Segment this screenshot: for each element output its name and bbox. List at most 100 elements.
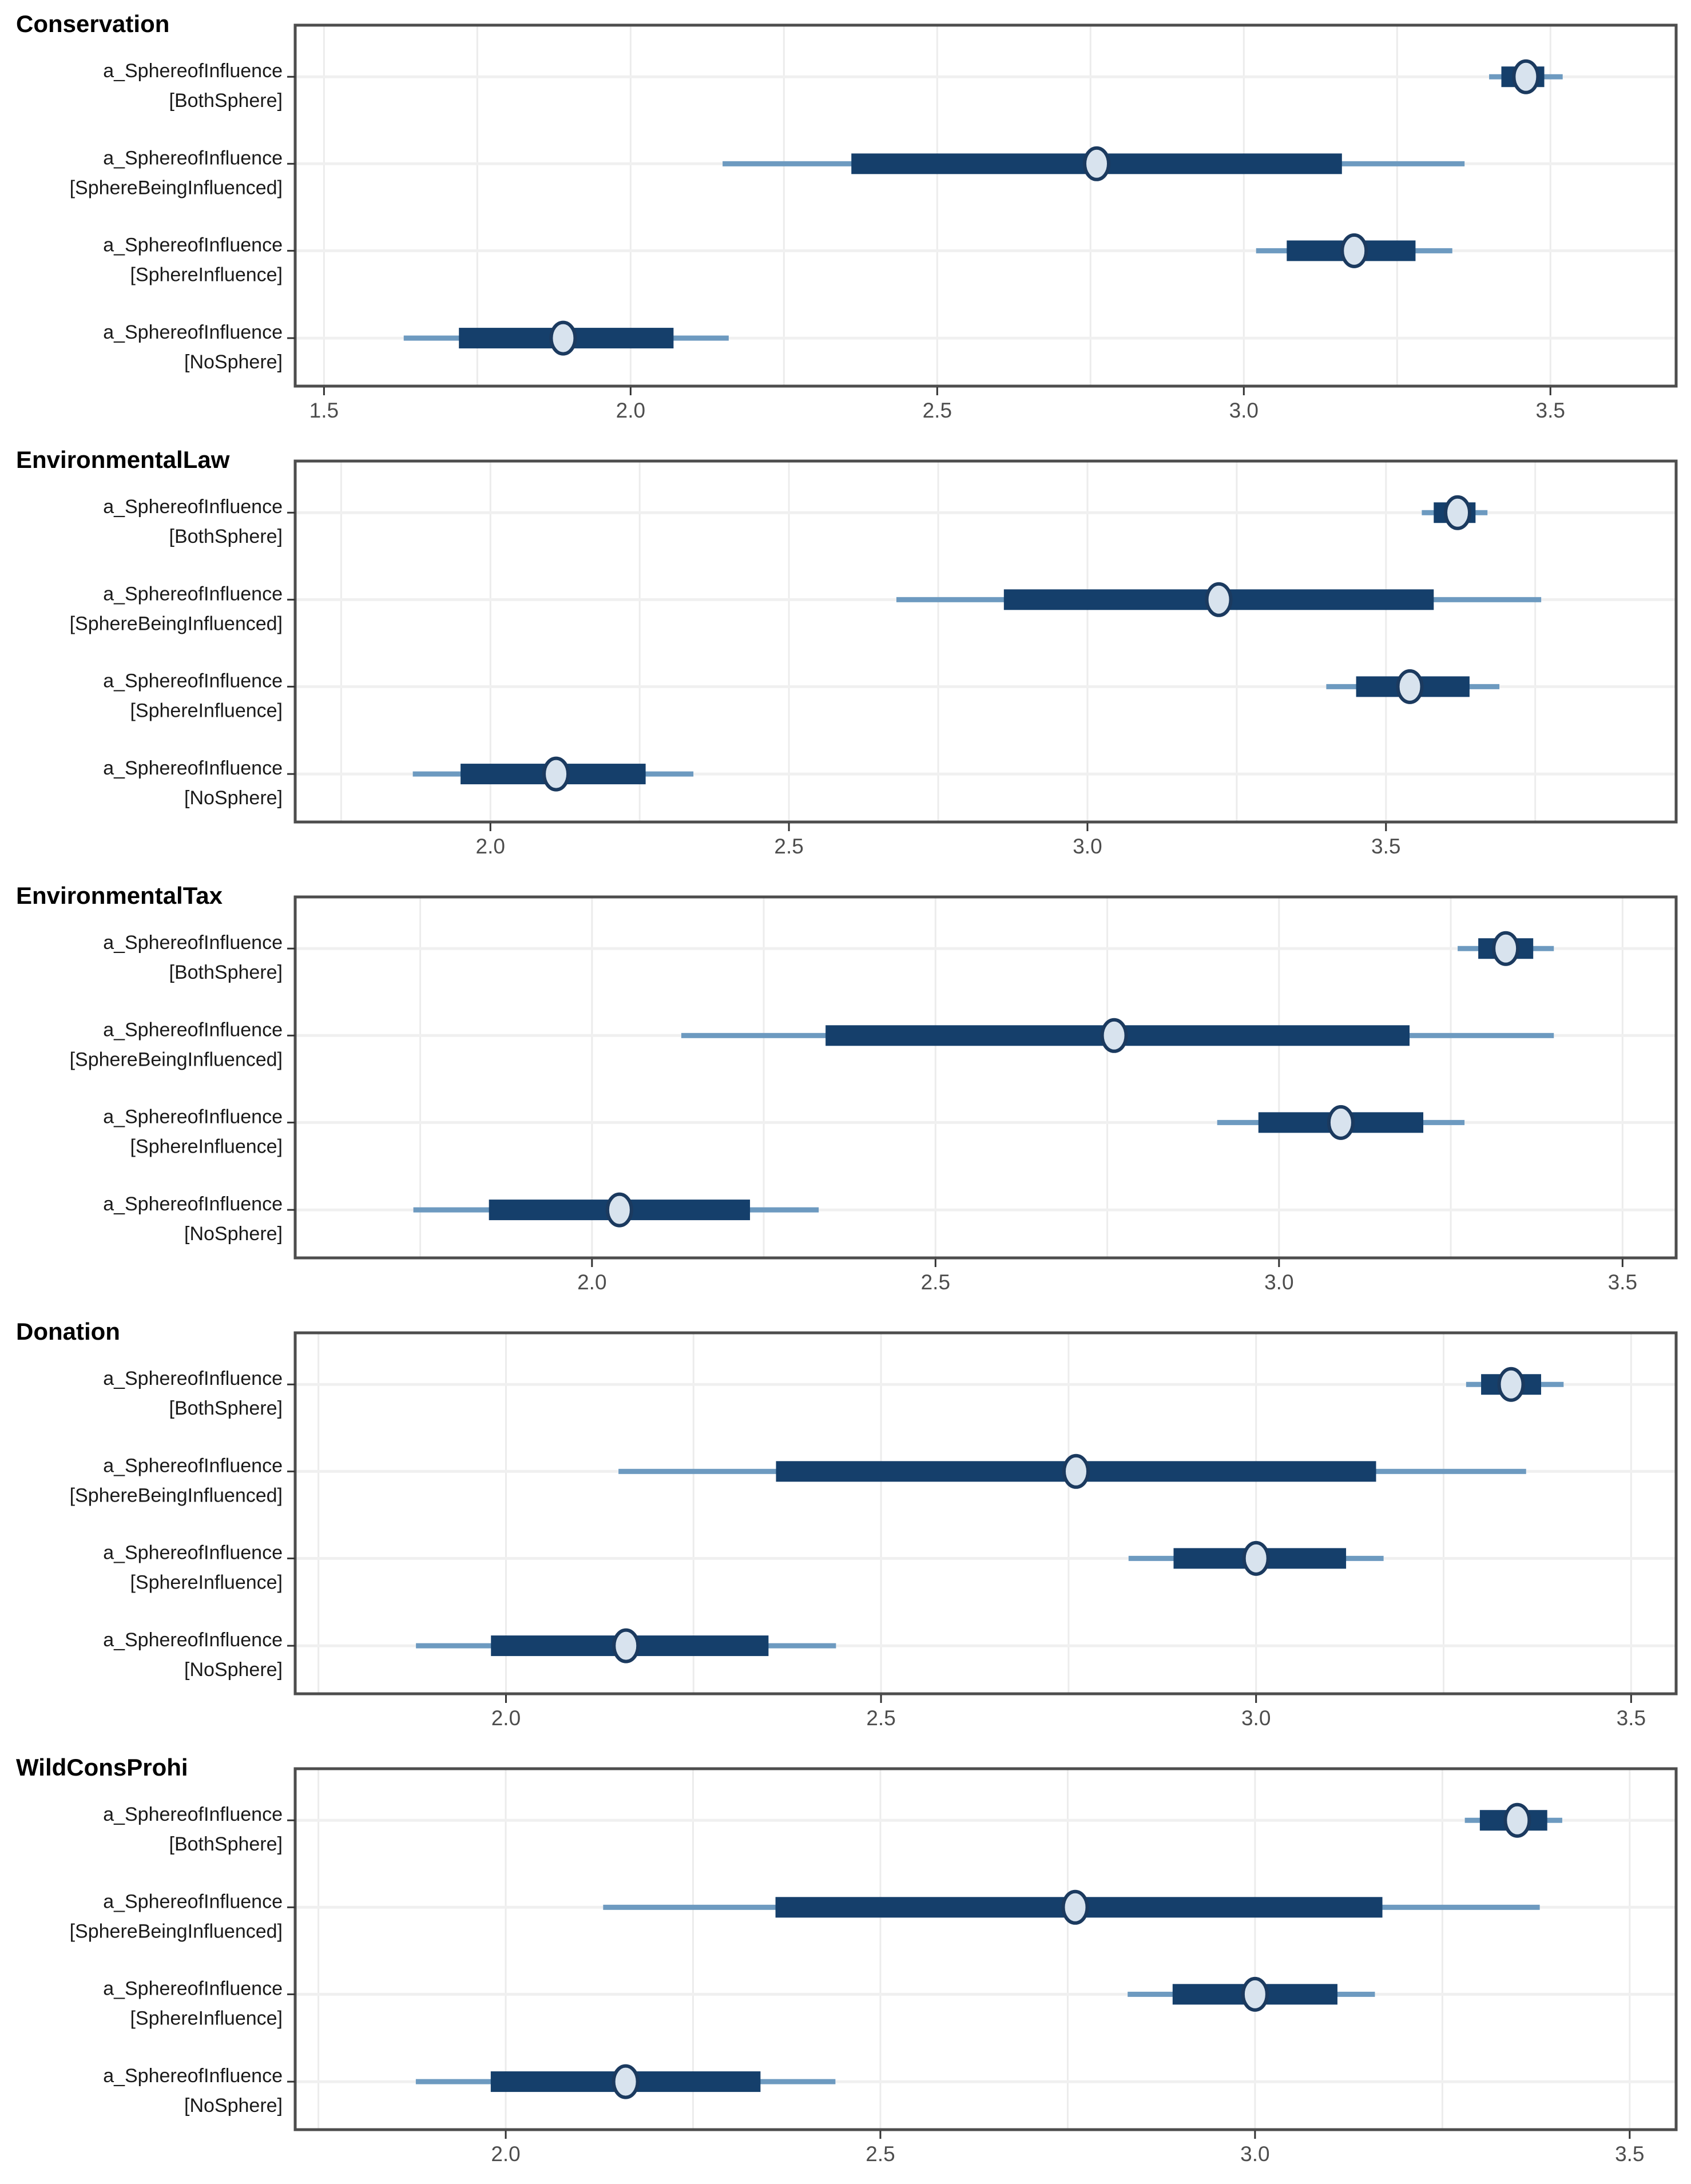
x-tick-label: 3.0: [1229, 399, 1259, 422]
y-axis-label-line2: [NoSphere]: [184, 2095, 283, 2117]
y-axis-label-line1: a_SphereofInfluence: [103, 147, 283, 169]
panel-title: EnvironmentalLaw: [16, 446, 230, 473]
panel-title: WildConsProhi: [16, 1754, 188, 1781]
x-tick-label: 2.5: [866, 2142, 895, 2166]
point-estimate: [1396, 669, 1424, 704]
point-estimate: [549, 320, 577, 356]
x-tick-label: 2.0: [616, 399, 645, 422]
point-estimate: [542, 756, 570, 792]
x-tick-label: 3.5: [1615, 2142, 1644, 2166]
point-estimate: [1242, 1540, 1270, 1576]
y-axis-label-line1: a_SphereofInfluence: [103, 1542, 283, 1563]
y-axis-label-line2: [SphereBeingInfluenced]: [70, 613, 283, 634]
point-estimate: [1327, 1105, 1355, 1140]
y-axis-label-line1: a_SphereofInfluence: [103, 496, 283, 518]
x-tick-label: 2.0: [491, 2142, 520, 2166]
panel-environmentaltax: 2.0 2.5 3.0 3.5 a_SphereofInfluence [BothSphe…: [0, 872, 1691, 1308]
point-estimate: [1083, 146, 1111, 181]
y-axis-label-line1: a_SphereofInfluence: [103, 1804, 283, 1825]
y-axis-label-line2: [SphereInfluence]: [130, 1571, 283, 1593]
y-axis-label-line1: a_SphereofInfluence: [103, 1193, 283, 1215]
x-tick-label: 2.5: [921, 1270, 950, 1294]
panel-border: [293, 1331, 1678, 1695]
panel-svg: 2.0 2.5 3.0 3.5 a_SphereofInfluence [BothSphe…: [16, 882, 1678, 1294]
x-tick-label: 3.5: [1608, 1270, 1637, 1294]
x-tick-label: 3.0: [1240, 2142, 1269, 2166]
point-estimate: [612, 1628, 640, 1663]
x-tick-label: 2.0: [491, 1706, 521, 1730]
y-axis-label-line2: [SphereInfluence]: [130, 264, 283, 285]
y-axis-label-line1: a_SphereofInfluence: [103, 670, 283, 692]
x-tick-label: 1.5: [309, 399, 339, 422]
panel-border: [293, 1767, 1678, 2131]
x-tick-label: 3.5: [1617, 1706, 1646, 1730]
y-axis-label-line1: a_SphereofInfluence: [103, 1455, 283, 1476]
y-axis-label-line2: [NoSphere]: [184, 787, 283, 809]
y-axis-label-line2: [BothSphere]: [169, 90, 283, 112]
y-axis-label-line2: [SphereBeingInfluenced]: [70, 177, 283, 198]
point-estimate: [1503, 1802, 1531, 1838]
panel-svg: 1.5 2.0 2.5 3.0 3.5 a_SphereofInfluence [BothS…: [16, 10, 1678, 422]
y-axis-label-line1: a_SphereofInfluence: [103, 932, 283, 954]
panel-conservation: 1.5 2.0 2.5 3.0 3.5 a_SphereofInfluence [BothS…: [0, 0, 1691, 436]
plot-background: [295, 897, 1676, 1258]
x-tick-label: 2.5: [774, 835, 803, 858]
panel-border: [293, 23, 1678, 388]
point-estimate: [1062, 1454, 1090, 1489]
y-axis-label-line1: a_SphereofInfluence: [103, 1019, 283, 1041]
x-tick-label: 3.0: [1264, 1270, 1293, 1294]
x-tick-label: 2.5: [923, 399, 952, 422]
panel-title: Donation: [16, 1318, 120, 1345]
panel-svg: 2.0 2.5 3.0 3.5 a_SphereofInfluence [BothSphe…: [16, 446, 1678, 858]
y-axis-label-line2: [BothSphere]: [169, 1397, 283, 1419]
y-axis-label-line2: [BothSphere]: [169, 526, 283, 547]
y-axis-label-line1: a_SphereofInfluence: [103, 321, 283, 343]
point-estimate: [1512, 59, 1540, 94]
panel-wildconsprohi: 2.0 2.5 3.0 3.5 a_SphereofInfluence [BothSphe…: [0, 1744, 1691, 2183]
plot-background: [295, 1333, 1676, 1694]
y-axis-label-line2: [SphereInfluence]: [130, 1135, 283, 1157]
panel-title: EnvironmentalTax: [16, 882, 223, 909]
point-estimate: [1492, 931, 1520, 966]
y-axis-label-line1: a_SphereofInfluence: [103, 234, 283, 256]
point-estimate: [612, 2064, 640, 2099]
y-axis-label-line2: [SphereBeingInfluenced]: [70, 1484, 283, 1506]
point-estimate: [1497, 1367, 1525, 1402]
point-estimate: [1205, 582, 1233, 617]
y-axis-label-line2: [BothSphere]: [169, 962, 283, 983]
panel-svg: 2.0 2.5 3.0 3.5 a_SphereofInfluence [BothSphe…: [16, 1318, 1678, 1730]
plot-background: [295, 25, 1676, 386]
point-estimate: [1241, 1976, 1269, 2012]
y-axis-label-line1: a_SphereofInfluence: [103, 583, 283, 605]
y-axis-label-line2: [SphereBeingInfluenced]: [70, 1920, 283, 1942]
y-axis-label-line1: a_SphereofInfluence: [103, 1891, 283, 1912]
panel-donation: 2.0 2.5 3.0 3.5 a_SphereofInfluence [BothSphe…: [0, 1308, 1691, 1744]
x-tick-label: 2.0: [476, 835, 505, 858]
x-tick-label: 3.5: [1536, 399, 1565, 422]
panel-title: Conservation: [16, 10, 169, 37]
y-axis-label-line2: [NoSphere]: [184, 1659, 283, 1681]
plot-background: [295, 1769, 1676, 2130]
y-axis-label-line2: [NoSphere]: [184, 351, 283, 373]
y-axis-label-line2: [SphereInfluence]: [130, 2007, 283, 2029]
point-estimate: [605, 1192, 633, 1228]
point-estimate: [1340, 233, 1368, 268]
y-axis-label-line1: a_SphereofInfluence: [103, 60, 283, 82]
y-axis-label-line1: a_SphereofInfluence: [103, 1629, 283, 1651]
y-axis-label-line1: a_SphereofInfluence: [103, 1368, 283, 1389]
y-axis-label-line2: [SphereBeingInfluenced]: [70, 1049, 283, 1070]
point-estimate: [1444, 495, 1472, 530]
y-axis-label-line1: a_SphereofInfluence: [103, 1106, 283, 1127]
point-estimate: [1100, 1018, 1128, 1053]
y-axis-label-line1: a_SphereofInfluence: [103, 757, 283, 779]
y-axis-label-line1: a_SphereofInfluence: [103, 1977, 283, 1999]
x-tick-label: 3.0: [1241, 1706, 1271, 1730]
panel-border: [293, 459, 1678, 824]
y-axis-label-line2: [SphereInfluence]: [130, 700, 283, 721]
x-tick-label: 3.0: [1073, 835, 1102, 858]
panel-environmentallaw: 2.0 2.5 3.0 3.5 a_SphereofInfluence [BothSphe…: [0, 436, 1691, 872]
panel-border: [293, 895, 1678, 1260]
x-tick-label: 2.5: [866, 1706, 895, 1730]
x-tick-label: 3.5: [1371, 835, 1400, 858]
